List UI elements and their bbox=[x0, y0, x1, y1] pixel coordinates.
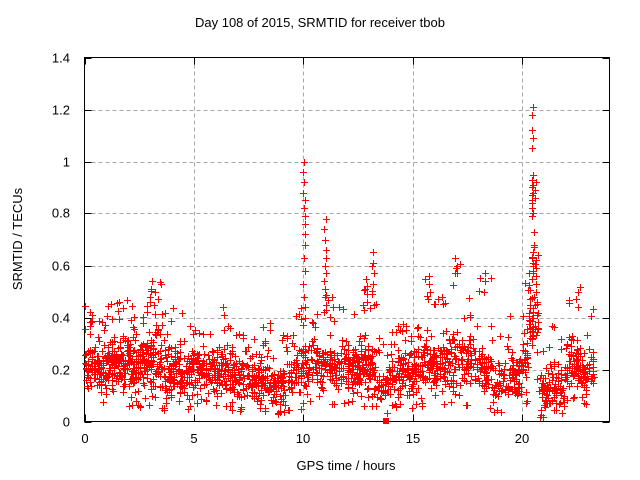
y-tick-label: 1.4 bbox=[52, 51, 70, 66]
y-tick-label: 0.6 bbox=[52, 259, 70, 274]
zero-value-square-marker bbox=[383, 418, 389, 424]
plot-border bbox=[84, 57, 610, 422]
x-tick-label: 0 bbox=[81, 431, 88, 446]
y-tick-label: 0.4 bbox=[52, 311, 70, 326]
y-tick-label: 0.2 bbox=[52, 363, 70, 378]
x-tick-label: 10 bbox=[296, 431, 310, 446]
srmtid-plus-markers bbox=[82, 104, 598, 421]
y-tick-label: 0.8 bbox=[52, 206, 70, 221]
chart-title: Day 108 of 2015, SRMTID for receiver tbo… bbox=[195, 15, 445, 30]
x-tick-label: 20 bbox=[515, 431, 529, 446]
y-axis-label: SRMTID / TECUs bbox=[10, 187, 25, 290]
x-tick-label: 5 bbox=[190, 431, 197, 446]
data-points bbox=[82, 104, 598, 424]
x-axis-label: GPS time / hours bbox=[297, 458, 396, 473]
tick-labels: 0 5 10 15 20 0 0.2 0.4 0.6 0.8 1 1.2 1.4 bbox=[52, 51, 529, 447]
y-tick-label: 0 bbox=[63, 415, 70, 430]
y-tick-label: 1.2 bbox=[52, 103, 70, 118]
y-tick-label: 1 bbox=[63, 155, 70, 170]
x-tick-label: 15 bbox=[406, 431, 420, 446]
